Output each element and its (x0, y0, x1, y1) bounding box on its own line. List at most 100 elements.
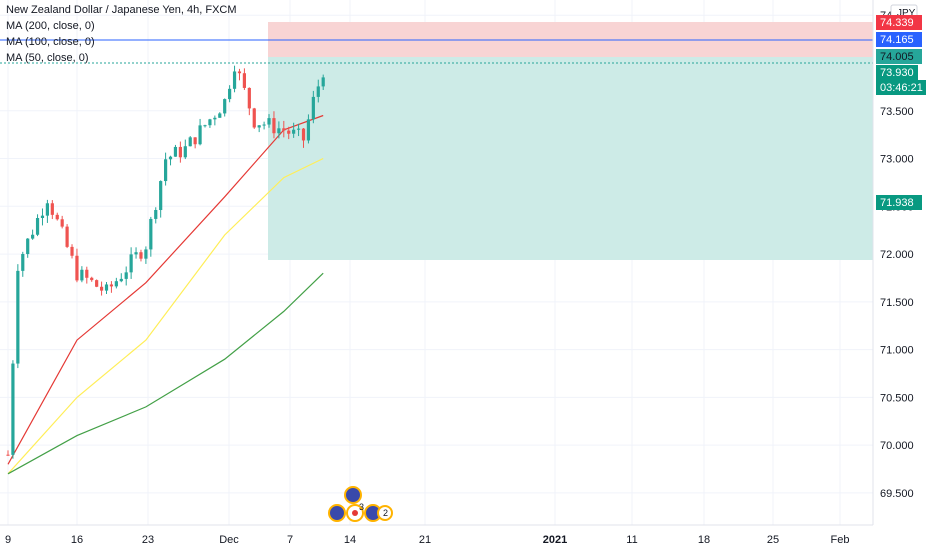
moving-averages (7, 114, 324, 475)
candle-body (70, 246, 74, 256)
target-zone[interactable] (268, 57, 873, 260)
candle-body (21, 254, 25, 271)
x-tick-label: 9 (5, 534, 11, 546)
candle-body (60, 219, 64, 227)
candle-body (321, 77, 325, 87)
position-zones[interactable] (0, 22, 873, 260)
candle-body (114, 281, 118, 287)
x-tick-label: 23 (142, 534, 154, 546)
candle-body (159, 181, 163, 211)
candle-body (183, 146, 187, 158)
candle-body (311, 96, 315, 120)
candle-body (228, 88, 232, 100)
event-marker-2-dot (352, 510, 358, 516)
candle-body (173, 146, 178, 157)
event-marker-top[interactable] (344, 486, 362, 504)
stop-badge-text: 74.339 (880, 17, 914, 29)
x-tick-label: Dec (219, 534, 239, 546)
event-markers[interactable]: 3 2 (328, 486, 393, 522)
candle-body (237, 71, 242, 74)
candle-body (16, 270, 20, 364)
current-badge-text: 74.005 (880, 51, 914, 63)
countdown-badge (876, 80, 926, 95)
y-tick-label: 72.000 (880, 249, 914, 261)
symbol-title[interactable]: New Zealand Dollar / Japanese Yen, 4h, F… (6, 4, 237, 16)
candle-body (188, 137, 192, 147)
candles (6, 65, 325, 459)
y-tick-label: 73.000 (880, 154, 914, 166)
y-tick-label: 73.500 (880, 106, 914, 118)
candle-body (262, 124, 266, 126)
target-badge (876, 195, 922, 210)
candle-body (252, 108, 256, 128)
candle-body (129, 254, 133, 273)
currency-label: JPY (897, 8, 916, 19)
countdown-text: 03:46:21 (880, 82, 923, 94)
candle-body (154, 210, 158, 219)
legend-ma100[interactable]: MA (100, close, 0) (6, 36, 95, 48)
x-tick-label: 18 (698, 534, 710, 546)
candle-body (104, 284, 109, 291)
grid (0, 0, 873, 525)
y-tick-label: 71.000 (880, 345, 914, 357)
event-marker-1[interactable] (328, 504, 346, 522)
candle-body (109, 284, 114, 287)
ma-line-200 (7, 272, 324, 475)
candle-body (55, 214, 59, 220)
candle-body (203, 125, 207, 127)
y-tick-label: 69.500 (880, 488, 914, 500)
legend-ma50[interactable]: MA (50, close, 0) (6, 52, 89, 64)
candle-body (223, 99, 227, 114)
candle-body (134, 252, 138, 255)
candle-body (282, 128, 286, 131)
candle-body (213, 117, 217, 120)
price-badge (876, 65, 918, 80)
x-tick-label: Feb (831, 534, 850, 546)
y-tick-label: 70.000 (880, 440, 914, 452)
axes (0, 0, 874, 526)
candle-body (287, 130, 291, 134)
x-tick-label: 14 (344, 534, 356, 546)
entry-badge (876, 32, 922, 47)
event-marker-4[interactable] (377, 505, 393, 521)
y-tick-label: 71.500 (880, 297, 914, 309)
candle-body (50, 203, 54, 215)
candle-body (208, 119, 212, 126)
y-tick-label: 70.500 (880, 392, 914, 404)
target-badge-text: 71.938 (880, 197, 914, 209)
candle-body (99, 286, 104, 291)
candle-body (85, 269, 89, 278)
stop-badge (876, 15, 922, 30)
event-count-a: 3 (359, 502, 364, 512)
x-axis-ticks: 9 16 23 Dec 7 14 21 2021 11 18 25 Feb (5, 534, 850, 546)
x-tick-label: 21 (419, 534, 431, 546)
ma-line-50 (7, 114, 324, 465)
candle-body (257, 125, 261, 128)
candle-body (144, 249, 148, 259)
candle-body (11, 363, 15, 455)
legend-ma200[interactable]: MA (200, close, 0) (6, 20, 95, 32)
candle-body (45, 203, 49, 216)
candle-body (242, 73, 246, 88)
candle-body (6, 454, 10, 456)
x-tick-label: 25 (767, 534, 779, 546)
candle-body (272, 118, 276, 134)
candle-body (90, 277, 94, 281)
candle-body (65, 226, 69, 247)
candle-body (31, 234, 35, 239)
candle-body (247, 87, 251, 109)
current-badge (876, 49, 922, 64)
candle-body (26, 238, 30, 255)
x-tick-label: 7 (287, 534, 293, 546)
x-tick-label: 11 (626, 534, 637, 546)
candle-body (35, 218, 40, 235)
x-tick-label: 16 (71, 534, 83, 546)
candle-body (124, 272, 128, 279)
candle-body (149, 218, 153, 250)
ma-line-100 (7, 157, 324, 475)
price-badge-text: 73.930 (880, 67, 914, 79)
x-tick-label: 2021 (543, 534, 567, 546)
candle-body (178, 146, 182, 158)
candle-body (40, 215, 45, 219)
